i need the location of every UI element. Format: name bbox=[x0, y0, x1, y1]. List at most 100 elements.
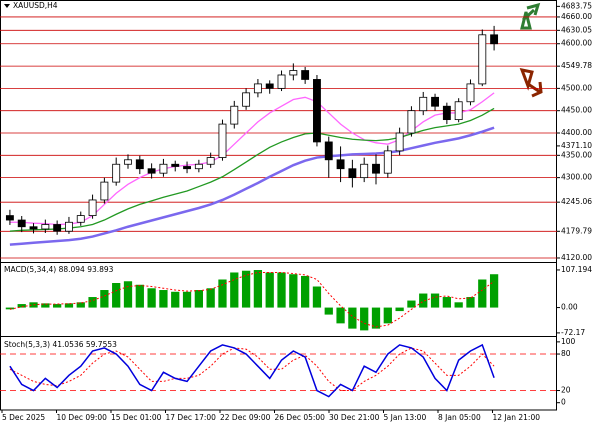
candle-body bbox=[100, 181, 109, 201]
macd-bar bbox=[312, 286, 322, 308]
macd-bar bbox=[253, 270, 263, 308]
macd-title: MACD(5,34,4) 88.094 93.893 bbox=[4, 265, 114, 274]
macd-bar bbox=[241, 270, 251, 308]
candle-body bbox=[112, 163, 121, 183]
y-tick-label: 80 bbox=[561, 349, 571, 358]
symbol-icon bbox=[4, 4, 10, 8]
candle-body bbox=[383, 150, 392, 174]
macd-signal bbox=[9, 271, 495, 328]
x-tick-label: 30 Dec 21:00 bbox=[329, 413, 380, 422]
candle-body bbox=[336, 159, 345, 170]
x-tick-label: 5 Jan 13:00 bbox=[384, 413, 427, 422]
candle-body bbox=[454, 101, 463, 121]
y-tick-label: 4179.79 bbox=[561, 226, 592, 235]
moving-average bbox=[9, 126, 495, 246]
candle-body bbox=[478, 34, 487, 85]
macd-bar bbox=[5, 307, 15, 310]
y-tick-label: 4371.10 bbox=[561, 141, 592, 150]
candle-body bbox=[5, 215, 14, 221]
candle-body bbox=[289, 70, 298, 76]
candle-body bbox=[206, 157, 215, 165]
y-tick-label: 4600.00 bbox=[561, 39, 592, 48]
macd-bar bbox=[442, 297, 451, 308]
candle-body bbox=[76, 215, 85, 223]
macd-bar bbox=[230, 272, 239, 308]
stoch-main bbox=[9, 343, 495, 398]
candle-body bbox=[88, 199, 97, 216]
macd-bar bbox=[182, 291, 192, 308]
macd-bar bbox=[123, 281, 133, 308]
macd-bar bbox=[218, 279, 227, 308]
candle-body bbox=[194, 163, 203, 170]
stoch-title: Stoch(5,3,3) 41.0536 59.7553 bbox=[4, 340, 117, 349]
macd-bar bbox=[395, 307, 404, 312]
x-tick-label: 5 Dec 2025 bbox=[2, 413, 45, 422]
macd-bar bbox=[478, 279, 487, 308]
y-tick-label: 4630.05 bbox=[561, 25, 592, 34]
macd-bar bbox=[206, 288, 215, 308]
macd-bar bbox=[407, 300, 416, 308]
y-tick-label: 4400.00 bbox=[561, 128, 592, 137]
macd-bar bbox=[360, 307, 369, 331]
candle-body bbox=[395, 132, 404, 152]
candle-body bbox=[53, 224, 62, 232]
candle-body bbox=[124, 159, 132, 165]
candle-body bbox=[324, 141, 333, 161]
candle-body bbox=[372, 163, 380, 174]
macd-bar bbox=[466, 297, 475, 308]
candle-body bbox=[360, 163, 369, 179]
y-tick-label: 0 bbox=[561, 398, 566, 407]
y-tick-label: 4350.00 bbox=[561, 150, 592, 159]
stoch-signal bbox=[9, 347, 495, 392]
macd-bar bbox=[64, 303, 74, 308]
candle-body bbox=[348, 168, 357, 179]
y-tick-label: 100 bbox=[561, 337, 576, 346]
macd-bar bbox=[277, 272, 286, 308]
macd-bar bbox=[159, 290, 168, 308]
candle-body bbox=[65, 221, 73, 232]
up-arrow-icon bbox=[520, 2, 541, 30]
candle-body bbox=[29, 226, 38, 230]
candle-body bbox=[147, 168, 156, 174]
macd-bar bbox=[336, 307, 345, 324]
x-tick-label: 26 Dec 05:00 bbox=[275, 413, 326, 422]
candle-body bbox=[218, 123, 227, 158]
candle-body bbox=[265, 83, 274, 89]
x-tick-label: 15 Dec 01:00 bbox=[111, 413, 162, 422]
macd-bar bbox=[41, 303, 50, 308]
macd-bar bbox=[265, 272, 274, 308]
candle-body bbox=[230, 105, 239, 125]
candle-body bbox=[253, 83, 262, 94]
macd-bar bbox=[383, 307, 392, 324]
candle-body bbox=[466, 83, 475, 103]
macd-bar bbox=[289, 274, 298, 308]
y-tick-label: 107.194 bbox=[561, 265, 592, 274]
candle-body bbox=[171, 163, 180, 167]
candle-body bbox=[17, 219, 26, 228]
macd-bar bbox=[17, 304, 26, 308]
candle-body bbox=[442, 105, 451, 121]
macd-bar bbox=[348, 307, 357, 329]
macd-bar bbox=[147, 288, 156, 308]
candle-body bbox=[431, 96, 439, 107]
macd-bar bbox=[454, 302, 463, 308]
macd-bar bbox=[76, 302, 85, 308]
candle-body bbox=[313, 79, 321, 143]
y-tick-label: 4450.00 bbox=[561, 106, 592, 115]
macd-bar bbox=[112, 283, 121, 308]
x-tick-label: 17 Dec 17:00 bbox=[166, 413, 217, 422]
macd-bar bbox=[430, 293, 440, 308]
candle-body bbox=[242, 92, 251, 107]
y-tick-label: 4683.75 bbox=[561, 1, 592, 10]
macd-bar bbox=[371, 307, 381, 329]
macd-bar bbox=[301, 275, 310, 308]
y-tick-label: 4300.00 bbox=[561, 173, 592, 182]
candle-body bbox=[490, 34, 499, 45]
x-tick-label: 12 Jan 21:00 bbox=[493, 413, 541, 422]
macd-bar bbox=[489, 274, 499, 308]
y-tick-label: 4549.78 bbox=[561, 61, 592, 70]
y-tick-label: 4245.06 bbox=[561, 197, 592, 206]
y-tick-label: 4500.00 bbox=[561, 83, 592, 92]
macd-bar bbox=[135, 284, 144, 308]
